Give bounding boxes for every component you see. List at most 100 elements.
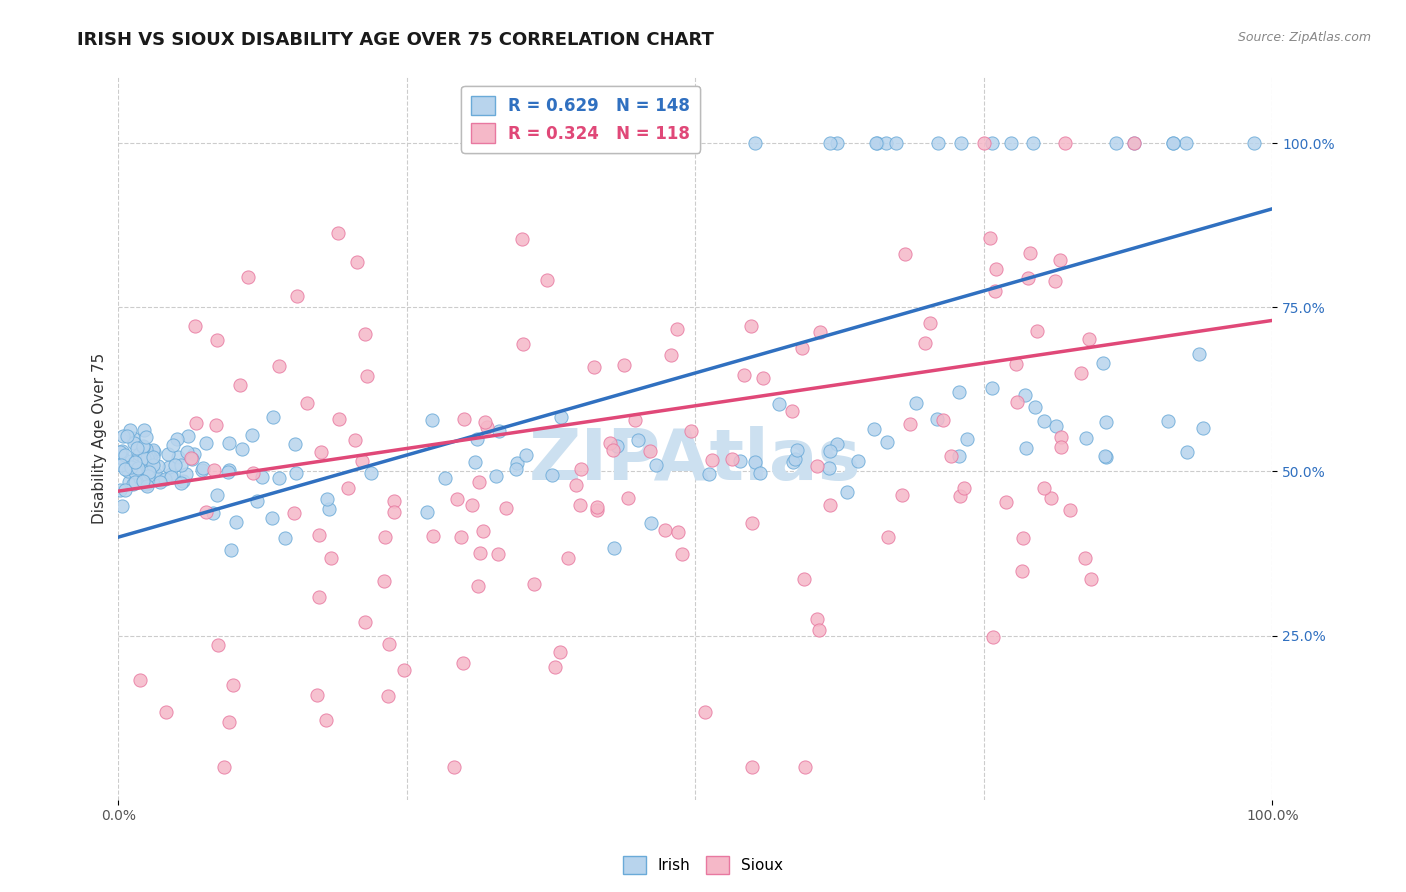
- Point: [122, 477, 145, 491]
- Point: [117, 464, 139, 478]
- Point: [461, 498, 484, 512]
- Point: [114, 448, 136, 462]
- Point: [110, 451, 132, 466]
- Point: [136, 479, 159, 493]
- Point: [269, 359, 291, 373]
- Point: [505, 456, 527, 470]
- Point: [1161, 136, 1184, 150]
- Point: [308, 528, 330, 542]
- Point: [927, 136, 949, 150]
- Point: [231, 442, 253, 456]
- Point: [319, 550, 342, 565]
- Point: [356, 368, 378, 383]
- Point: [477, 420, 499, 434]
- Point: [1243, 136, 1265, 150]
- Point: [180, 452, 202, 467]
- Point: [138, 450, 160, 464]
- Point: [818, 460, 841, 475]
- Point: [160, 470, 183, 484]
- Point: [865, 136, 887, 150]
- Point: [194, 505, 217, 519]
- Point: [136, 469, 159, 483]
- Point: [110, 458, 132, 472]
- Point: [1049, 253, 1071, 268]
- Point: [201, 506, 224, 520]
- Point: [818, 498, 841, 512]
- Point: [138, 448, 160, 462]
- Point: [1005, 357, 1028, 371]
- Point: [1157, 414, 1180, 428]
- Point: [352, 454, 374, 468]
- Point: [219, 543, 242, 558]
- Point: [785, 451, 807, 466]
- Point: [617, 491, 640, 505]
- Point: [373, 574, 395, 589]
- Point: [142, 458, 165, 472]
- Point: [586, 500, 609, 514]
- Point: [156, 446, 179, 460]
- Point: [638, 444, 661, 458]
- Point: [599, 435, 621, 450]
- Point: [980, 381, 1002, 395]
- Point: [382, 494, 405, 508]
- Point: [1095, 415, 1118, 429]
- Point: [512, 336, 534, 351]
- Point: [308, 590, 330, 604]
- Point: [177, 429, 200, 443]
- Point: [207, 488, 229, 502]
- Point: [1091, 356, 1114, 370]
- Point: [382, 504, 405, 518]
- Point: [236, 270, 259, 285]
- Point: [128, 673, 150, 688]
- Point: [420, 413, 443, 427]
- Legend: R = 0.629   N = 148, R = 0.324   N = 118: R = 0.629 N = 148, R = 0.324 N = 118: [461, 86, 700, 153]
- Point: [212, 760, 235, 774]
- Point: [486, 547, 509, 561]
- Point: [377, 689, 399, 703]
- Point: [744, 455, 766, 469]
- Point: [128, 454, 150, 468]
- Point: [1122, 136, 1144, 150]
- Point: [1015, 441, 1038, 455]
- Point: [183, 447, 205, 461]
- Point: [1011, 565, 1033, 579]
- Point: [984, 284, 1007, 298]
- Point: [450, 530, 472, 544]
- Point: [557, 550, 579, 565]
- Point: [132, 439, 155, 453]
- Point: [939, 449, 962, 463]
- Point: [806, 459, 828, 474]
- Point: [569, 462, 592, 476]
- Point: [602, 541, 624, 555]
- Point: [111, 499, 134, 513]
- Point: [606, 439, 628, 453]
- Point: [166, 432, 188, 446]
- Point: [326, 226, 349, 240]
- Point: [1045, 419, 1067, 434]
- Point: [474, 415, 496, 429]
- Point: [488, 424, 510, 438]
- Point: [311, 445, 333, 459]
- Point: [344, 434, 367, 448]
- Point: [1014, 388, 1036, 402]
- Point: [585, 503, 607, 517]
- Point: [515, 448, 537, 462]
- Point: [143, 444, 166, 458]
- Point: [876, 434, 898, 449]
- Point: [1025, 324, 1047, 338]
- Point: [467, 579, 489, 593]
- Point: [495, 500, 517, 515]
- Point: [818, 444, 841, 458]
- Point: [464, 455, 486, 469]
- Point: [149, 473, 172, 487]
- Point: [1033, 481, 1056, 495]
- Point: [602, 442, 624, 457]
- Point: [260, 511, 283, 525]
- Point: [416, 506, 439, 520]
- Point: [318, 502, 340, 516]
- Point: [170, 475, 193, 490]
- Point: [139, 457, 162, 471]
- Point: [453, 412, 475, 426]
- Point: [165, 458, 187, 473]
- Point: [768, 397, 790, 411]
